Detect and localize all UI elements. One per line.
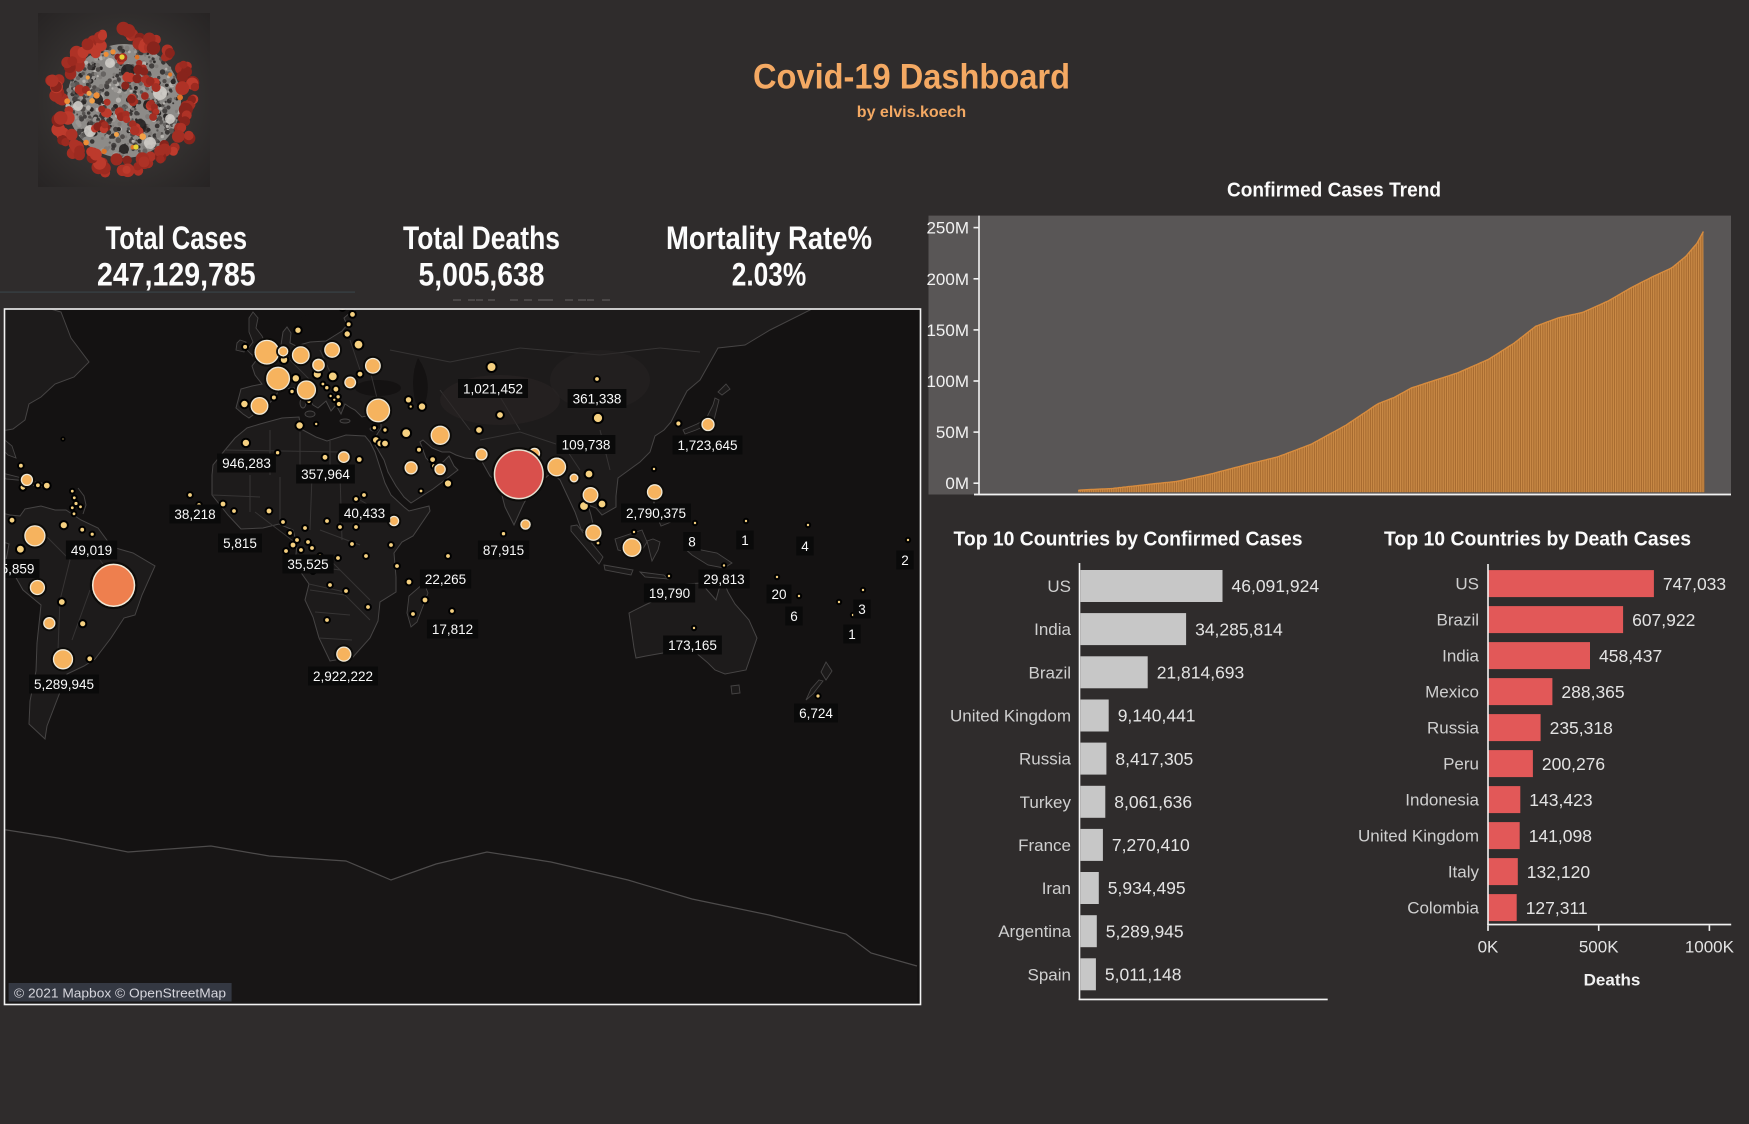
svg-text:21,814,693: 21,814,693 bbox=[1157, 663, 1245, 683]
svg-text:India: India bbox=[1034, 620, 1071, 639]
svg-text:Brazil: Brazil bbox=[1436, 611, 1479, 630]
svg-text:17,812: 17,812 bbox=[432, 622, 473, 637]
svg-text:Mortality Rate%: Mortality Rate% bbox=[666, 220, 872, 256]
svg-text:United Kingdom: United Kingdom bbox=[1358, 827, 1479, 846]
svg-text:Total Deaths: Total Deaths bbox=[403, 220, 560, 256]
svg-text:5,289,945: 5,289,945 bbox=[34, 677, 94, 692]
svg-text:Top 10 Countries by Confirmed: Top 10 Countries by Confirmed Cases bbox=[954, 529, 1303, 551]
svg-text:Russia: Russia bbox=[1427, 719, 1480, 738]
svg-text:5,005,638: 5,005,638 bbox=[419, 257, 545, 293]
svg-text:9,140,441: 9,140,441 bbox=[1118, 706, 1196, 726]
svg-text:1,723,645: 1,723,645 bbox=[677, 438, 737, 453]
svg-text:8,417,305: 8,417,305 bbox=[1115, 749, 1193, 769]
svg-text:Spain: Spain bbox=[1028, 965, 1071, 984]
svg-text:3: 3 bbox=[858, 602, 866, 617]
svg-text:49,019: 49,019 bbox=[71, 543, 112, 558]
svg-text:1,021,452: 1,021,452 bbox=[463, 381, 523, 396]
svg-text:© 2021 Mapbox © OpenStreetMap: © 2021 Mapbox © OpenStreetMap bbox=[14, 986, 226, 1001]
svg-text:5,815: 5,815 bbox=[223, 536, 257, 551]
svg-text:357,964: 357,964 bbox=[301, 467, 350, 482]
svg-text:2.03%: 2.03% bbox=[732, 257, 807, 293]
svg-text:Confirmed Cases Trend: Confirmed Cases Trend bbox=[1227, 180, 1441, 202]
svg-text:500K: 500K bbox=[1579, 938, 1619, 957]
svg-text:22,265: 22,265 bbox=[425, 572, 466, 587]
svg-text:247,129,785: 247,129,785 bbox=[97, 257, 256, 293]
svg-text:87,915: 87,915 bbox=[483, 543, 524, 558]
svg-text:19,790: 19,790 bbox=[649, 586, 690, 601]
svg-text:29,813: 29,813 bbox=[703, 572, 744, 587]
svg-text:46,091,924: 46,091,924 bbox=[1232, 576, 1320, 596]
svg-text:2: 2 bbox=[901, 553, 909, 568]
svg-text:India: India bbox=[1442, 647, 1479, 666]
svg-text:141,098: 141,098 bbox=[1529, 826, 1592, 846]
svg-text:127,311: 127,311 bbox=[1526, 898, 1588, 918]
svg-text:US: US bbox=[1455, 575, 1479, 594]
svg-text:1000K: 1000K bbox=[1685, 938, 1735, 957]
svg-text:7,270,410: 7,270,410 bbox=[1112, 835, 1190, 855]
svg-text:6,724: 6,724 bbox=[799, 706, 833, 721]
svg-text:United Kingdom: United Kingdom bbox=[950, 707, 1071, 726]
svg-text:1: 1 bbox=[741, 533, 749, 548]
svg-text:20: 20 bbox=[771, 587, 786, 602]
svg-text:5,289,945: 5,289,945 bbox=[1106, 921, 1184, 941]
svg-text:5,934,495: 5,934,495 bbox=[1108, 878, 1186, 898]
svg-text:Total Cases: Total Cases bbox=[106, 220, 248, 256]
svg-text:Russia: Russia bbox=[1019, 750, 1072, 769]
svg-text:4: 4 bbox=[801, 539, 809, 554]
svg-text:250M: 250M bbox=[926, 219, 969, 238]
svg-text:361,338: 361,338 bbox=[573, 391, 622, 406]
svg-text:747,033: 747,033 bbox=[1663, 574, 1726, 594]
svg-text:5,011,148: 5,011,148 bbox=[1105, 965, 1182, 985]
svg-text:France: France bbox=[1018, 836, 1071, 855]
svg-text:2,922,222: 2,922,222 bbox=[313, 669, 373, 684]
svg-text:2,790,375: 2,790,375 bbox=[626, 506, 686, 521]
svg-text:288,365: 288,365 bbox=[1561, 682, 1624, 702]
svg-text:Iran: Iran bbox=[1042, 879, 1071, 898]
svg-text:Italy: Italy bbox=[1448, 863, 1480, 882]
svg-text:40,433: 40,433 bbox=[344, 506, 385, 521]
svg-text:Covid-19 Dashboard: Covid-19 Dashboard bbox=[753, 58, 1070, 97]
svg-text:Argentina: Argentina bbox=[998, 922, 1071, 941]
svg-text:235,318: 235,318 bbox=[1550, 718, 1613, 738]
svg-text:607,922: 607,922 bbox=[1632, 610, 1695, 630]
svg-text:8,061,636: 8,061,636 bbox=[1114, 792, 1192, 812]
svg-text:1: 1 bbox=[848, 627, 856, 642]
svg-text:Top 10 Countries by Death Case: Top 10 Countries by Death Cases bbox=[1384, 529, 1691, 551]
svg-text:100M: 100M bbox=[926, 372, 969, 391]
svg-text:458,437: 458,437 bbox=[1599, 646, 1662, 666]
svg-text:0M: 0M bbox=[945, 474, 969, 493]
svg-text:34,285,814: 34,285,814 bbox=[1195, 619, 1283, 639]
svg-text:150M: 150M bbox=[926, 321, 969, 340]
svg-text:0K: 0K bbox=[1478, 938, 1499, 957]
svg-text:Colombia: Colombia bbox=[1407, 899, 1479, 918]
svg-text:8: 8 bbox=[688, 534, 696, 549]
svg-text:US: US bbox=[1047, 577, 1071, 596]
svg-text:38,218: 38,218 bbox=[174, 507, 215, 522]
svg-text:109,738: 109,738 bbox=[562, 437, 611, 452]
svg-text:6: 6 bbox=[790, 609, 798, 624]
svg-text:515,859: 515,859 bbox=[0, 561, 34, 576]
svg-text:200,276: 200,276 bbox=[1542, 754, 1605, 774]
svg-text:50M: 50M bbox=[936, 423, 969, 442]
svg-text:Mexico: Mexico bbox=[1425, 683, 1479, 702]
svg-text:946,283: 946,283 bbox=[222, 456, 271, 471]
svg-text:Indonesia: Indonesia bbox=[1405, 791, 1479, 810]
svg-text:143,423: 143,423 bbox=[1529, 790, 1592, 810]
svg-text:Brazil: Brazil bbox=[1028, 663, 1071, 682]
svg-text:35,525: 35,525 bbox=[287, 557, 328, 572]
svg-text:200M: 200M bbox=[926, 270, 969, 289]
svg-text:Turkey: Turkey bbox=[1020, 793, 1072, 812]
svg-text:Deaths: Deaths bbox=[1584, 971, 1641, 990]
svg-text:Peru: Peru bbox=[1443, 755, 1479, 774]
svg-text:by elvis.koech: by elvis.koech bbox=[857, 104, 966, 121]
svg-text:173,165: 173,165 bbox=[668, 638, 717, 653]
svg-text:132,120: 132,120 bbox=[1527, 862, 1591, 882]
